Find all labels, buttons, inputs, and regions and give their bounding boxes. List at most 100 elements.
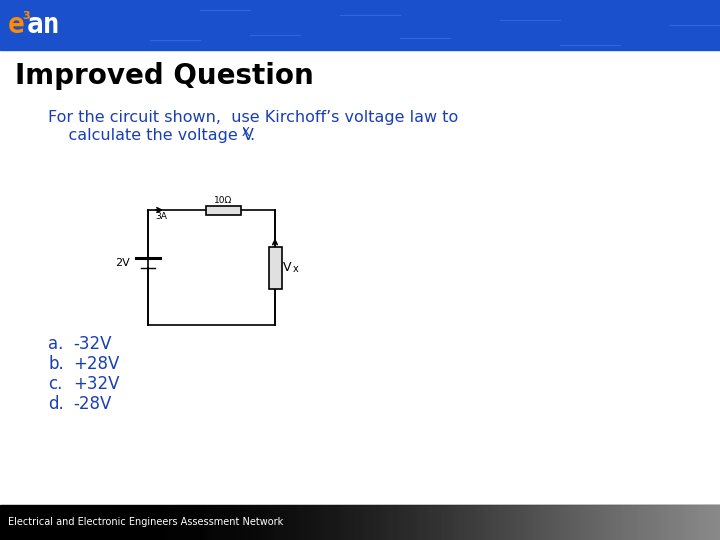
Bar: [370, 505, 371, 540]
Bar: [398, 505, 399, 540]
Text: b.: b.: [48, 355, 64, 373]
Bar: [186, 505, 187, 540]
Bar: [15, 505, 16, 540]
Bar: [180, 505, 181, 540]
Bar: [335, 505, 336, 540]
Bar: [65, 505, 66, 540]
Bar: [716, 505, 717, 540]
Bar: [487, 505, 488, 540]
Bar: [628, 505, 629, 540]
Bar: [331, 505, 332, 540]
Bar: [8, 505, 9, 540]
Bar: [30, 505, 31, 540]
Bar: [492, 505, 493, 540]
Bar: [26, 505, 27, 540]
Bar: [201, 505, 202, 540]
Bar: [481, 505, 482, 540]
Bar: [0, 0, 720, 50]
Bar: [269, 246, 282, 288]
Bar: [421, 505, 422, 540]
Bar: [45, 505, 46, 540]
Bar: [459, 505, 460, 540]
Bar: [529, 505, 530, 540]
Text: 3: 3: [22, 11, 30, 21]
Bar: [488, 505, 489, 540]
Bar: [139, 505, 140, 540]
Bar: [279, 505, 280, 540]
Bar: [341, 505, 342, 540]
Bar: [206, 206, 241, 214]
Bar: [365, 505, 366, 540]
Bar: [495, 505, 496, 540]
Bar: [703, 505, 704, 540]
Bar: [173, 505, 174, 540]
Bar: [155, 505, 156, 540]
Bar: [546, 505, 547, 540]
Bar: [152, 505, 153, 540]
Bar: [556, 505, 557, 540]
Bar: [127, 505, 128, 540]
Bar: [507, 505, 508, 540]
Bar: [688, 505, 689, 540]
Bar: [184, 505, 185, 540]
Bar: [623, 505, 624, 540]
Bar: [260, 505, 261, 540]
Bar: [280, 505, 281, 540]
Bar: [346, 505, 347, 540]
Bar: [449, 505, 450, 540]
Bar: [75, 505, 76, 540]
Bar: [409, 505, 410, 540]
Bar: [46, 505, 47, 540]
Bar: [445, 505, 446, 540]
Bar: [580, 505, 581, 540]
Bar: [277, 505, 278, 540]
Bar: [382, 505, 383, 540]
Bar: [427, 505, 428, 540]
Bar: [381, 505, 382, 540]
Bar: [520, 505, 521, 540]
Bar: [251, 505, 252, 540]
Bar: [629, 505, 630, 540]
Bar: [651, 505, 652, 540]
Bar: [364, 505, 365, 540]
Bar: [353, 505, 354, 540]
Bar: [554, 505, 555, 540]
Bar: [161, 505, 162, 540]
Bar: [715, 505, 716, 540]
Bar: [204, 505, 205, 540]
Bar: [540, 505, 541, 540]
Bar: [544, 505, 545, 540]
Bar: [514, 505, 515, 540]
Bar: [43, 505, 44, 540]
Bar: [181, 505, 182, 540]
Bar: [142, 505, 143, 540]
Bar: [667, 505, 668, 540]
Bar: [117, 505, 118, 540]
Bar: [704, 505, 705, 540]
Bar: [21, 505, 22, 540]
Bar: [497, 505, 498, 540]
Bar: [416, 505, 417, 540]
Bar: [172, 505, 173, 540]
Bar: [606, 505, 607, 540]
Bar: [208, 505, 209, 540]
Bar: [243, 505, 244, 540]
Bar: [410, 505, 411, 540]
Bar: [596, 505, 597, 540]
Bar: [401, 505, 402, 540]
Bar: [132, 505, 133, 540]
Bar: [691, 505, 692, 540]
Bar: [320, 505, 321, 540]
Bar: [567, 505, 568, 540]
Bar: [700, 505, 701, 540]
Bar: [166, 505, 167, 540]
Bar: [241, 505, 242, 540]
Bar: [4, 505, 5, 540]
Bar: [60, 505, 61, 540]
Bar: [541, 505, 542, 540]
Bar: [373, 505, 374, 540]
Bar: [122, 505, 123, 540]
Bar: [376, 505, 377, 540]
Bar: [147, 505, 148, 540]
Bar: [103, 505, 104, 540]
